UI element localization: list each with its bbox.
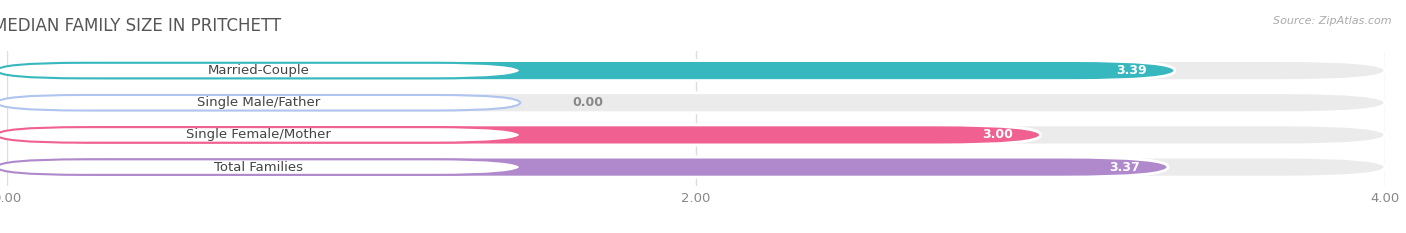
FancyBboxPatch shape (7, 61, 1175, 81)
Text: Single Male/Father: Single Male/Father (197, 96, 321, 109)
FancyBboxPatch shape (7, 61, 1385, 81)
Text: 3.39: 3.39 (1116, 64, 1147, 77)
FancyBboxPatch shape (0, 127, 520, 143)
FancyBboxPatch shape (7, 157, 1385, 177)
Text: 0.00: 0.00 (572, 96, 603, 109)
FancyBboxPatch shape (0, 159, 520, 175)
Text: 3.37: 3.37 (1109, 161, 1140, 174)
FancyBboxPatch shape (0, 63, 520, 78)
FancyBboxPatch shape (0, 95, 520, 110)
Text: Single Female/Mother: Single Female/Mother (186, 128, 330, 141)
FancyBboxPatch shape (7, 125, 1040, 145)
Text: 3.00: 3.00 (981, 128, 1012, 141)
FancyBboxPatch shape (7, 93, 1385, 113)
Text: Total Families: Total Families (214, 161, 304, 174)
Text: Source: ZipAtlas.com: Source: ZipAtlas.com (1274, 16, 1392, 26)
FancyBboxPatch shape (7, 157, 1168, 177)
Text: Married-Couple: Married-Couple (208, 64, 309, 77)
FancyBboxPatch shape (7, 125, 1385, 145)
Text: MEDIAN FAMILY SIZE IN PRITCHETT: MEDIAN FAMILY SIZE IN PRITCHETT (0, 17, 281, 35)
